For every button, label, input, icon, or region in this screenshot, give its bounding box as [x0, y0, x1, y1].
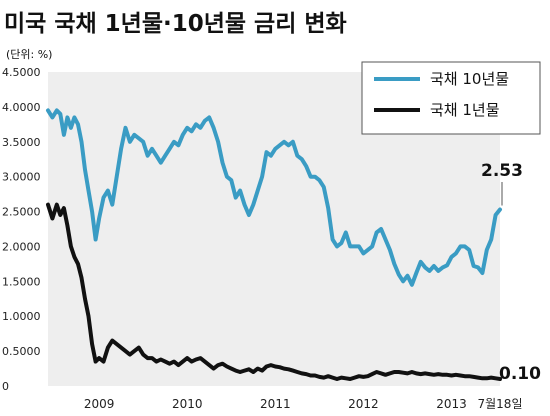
y-tick-label: 0.5000: [2, 345, 41, 358]
x-tick-label: 2012: [348, 397, 379, 411]
series-line-1y: [46, 202, 502, 381]
y-axis-ticks: 4.5000 4.0000 3.5000 3.0000 2.5000 2.0000 1.50…: [2, 66, 41, 393]
y-tick-label: 3.5000: [2, 136, 41, 149]
legend-label-10y: 국채 10년물: [430, 70, 509, 88]
y-tick-label: 2.0000: [2, 240, 41, 253]
x-tick-label: 7월18일: [478, 397, 523, 411]
y-tick-label: 1.5000: [2, 275, 41, 288]
y-tick-label: 4.0000: [2, 101, 41, 114]
x-axis-ticks: 2009 2010 2011 2012 2013 7월18일: [84, 397, 523, 411]
y-tick-label: 0: [2, 380, 9, 393]
legend-label-1y: 국채 1년물: [430, 101, 500, 119]
x-tick-label: 2010: [172, 397, 203, 411]
y-tick-label: 1.0000: [2, 310, 41, 323]
unit-label: (단위: %): [6, 48, 52, 61]
x-tick-label: 2013: [436, 397, 467, 411]
x-tick-label: 2009: [84, 397, 115, 411]
y-tick-label: 3.0000: [2, 171, 41, 184]
x-tick-label: 2011: [260, 397, 291, 411]
chart-title: 미국 국채 1년물·10년물 금리 변화: [4, 11, 347, 37]
y-tick-label: 4.5000: [2, 66, 41, 79]
end-label-10y: 2.53: [481, 161, 523, 181]
end-label-1y: 0.10: [499, 364, 541, 384]
series-line-10y: [46, 108, 502, 287]
legend-box: [361, 61, 541, 135]
legend: 국채 10년물 국채 1년물: [361, 61, 541, 135]
y-tick-label: 2.5000: [2, 206, 41, 219]
